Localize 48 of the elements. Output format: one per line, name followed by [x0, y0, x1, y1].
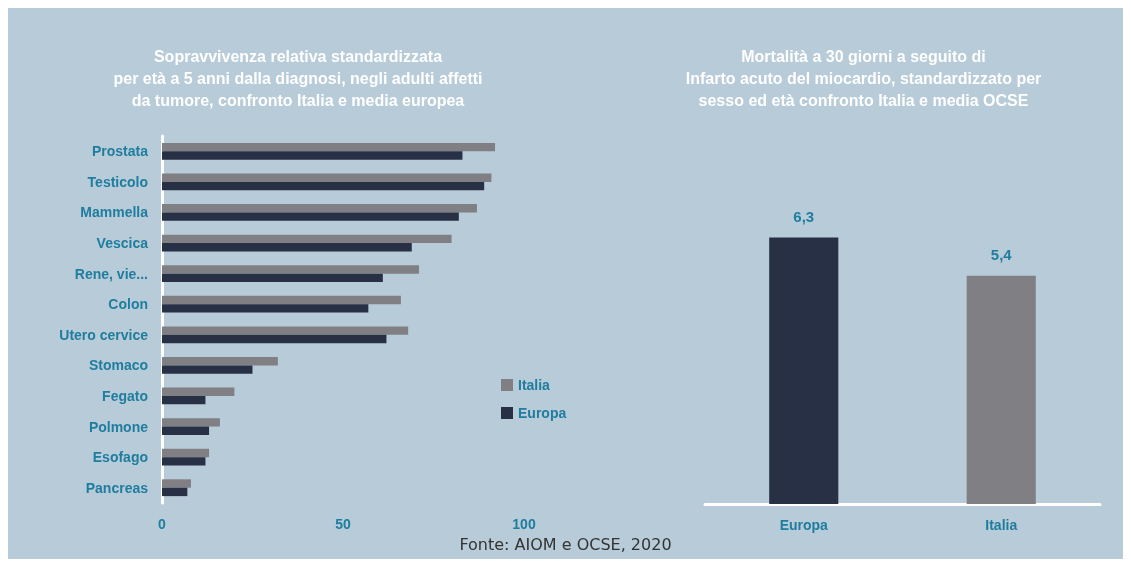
- bar: [162, 273, 383, 283]
- bar: [162, 448, 210, 458]
- x-tick-label: 0: [158, 516, 167, 532]
- bar: [162, 395, 206, 405]
- chart-title: Mortalità a 30 giorni a seguito di Infarto acuto del miocardio, standardizzato per sesso ed età confronto Italia e media OCSE: [685, 47, 1042, 109]
- y-tick-label: Stomaco: [88, 357, 148, 374]
- bar: [162, 334, 387, 344]
- bar: [162, 142, 496, 152]
- x-tick-label: 100: [512, 516, 536, 532]
- x-tick-label: 50: [335, 516, 351, 532]
- y-tick-label: Testicolo: [87, 173, 148, 190]
- y-tick-label: Mammella: [80, 204, 149, 221]
- y-tick-label: Vescica: [96, 235, 149, 252]
- y-tick-label: Rene, vie...: [74, 265, 148, 282]
- bar: [162, 295, 401, 305]
- bar: [162, 356, 278, 366]
- y-tick-label: Polmone: [88, 418, 149, 435]
- bar: [162, 365, 253, 374]
- y-tick-label: Esofago: [92, 449, 148, 466]
- bar: [162, 326, 409, 335]
- bar: [162, 204, 477, 213]
- source-note: Fonte: AIOM e OCSE, 2020: [459, 535, 672, 554]
- y-tick-label: Pancreas: [85, 479, 149, 496]
- legend-label: Italia: [518, 377, 551, 393]
- bar: [162, 487, 188, 497]
- y-tick-label: Colon: [108, 296, 148, 313]
- bar: [162, 457, 206, 466]
- bar: [162, 426, 210, 435]
- bar: [162, 479, 191, 488]
- y-tick-label: Prostata: [91, 143, 149, 160]
- bar: [162, 151, 463, 160]
- x-tick-label: Italia: [985, 517, 1018, 533]
- legend-label: Europa: [518, 405, 567, 421]
- bar: [162, 173, 492, 182]
- bar: [162, 181, 485, 191]
- chart-title: Sopravvivenza relativa standardizzata per età a 5 anni dalla diagnosi, negli adulti affetti da tumore, confronto Italia e media europea: [113, 47, 483, 109]
- data-label: 6,3: [793, 207, 815, 225]
- bar: [162, 418, 220, 427]
- y-tick-label: Utero cervice: [59, 326, 149, 343]
- bar: [162, 243, 412, 252]
- bar: [162, 265, 420, 274]
- bar: [162, 304, 369, 313]
- bar: [162, 234, 452, 244]
- bar: [162, 212, 459, 221]
- data-label: 5,4: [990, 245, 1013, 263]
- bar: [162, 387, 235, 396]
- y-tick-label: Fegato: [102, 387, 148, 404]
- x-tick-label: Europa: [779, 517, 829, 533]
